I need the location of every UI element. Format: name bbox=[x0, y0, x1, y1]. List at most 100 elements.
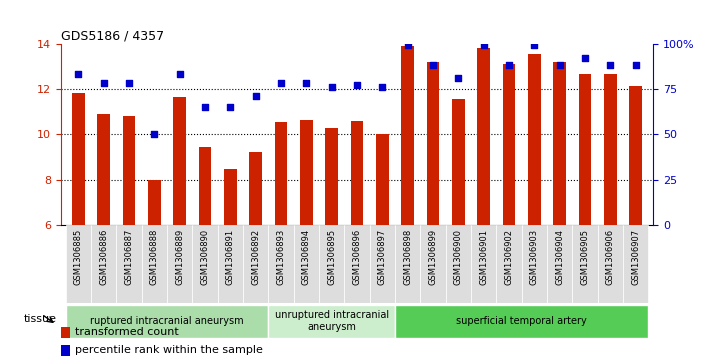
Text: GSM1306892: GSM1306892 bbox=[251, 229, 260, 285]
Text: GSM1306893: GSM1306893 bbox=[276, 229, 286, 285]
Point bbox=[528, 42, 540, 48]
Bar bbox=[395, 305, 648, 338]
Point bbox=[301, 81, 312, 86]
Bar bbox=[66, 305, 268, 338]
Text: superficial temporal artery: superficial temporal artery bbox=[456, 316, 587, 326]
Bar bbox=[293, 225, 319, 303]
Bar bbox=[452, 99, 465, 361]
Text: GSM1306901: GSM1306901 bbox=[479, 229, 488, 285]
Bar bbox=[629, 86, 642, 361]
Text: GSM1306895: GSM1306895 bbox=[327, 229, 336, 285]
Point bbox=[503, 62, 515, 68]
Text: GSM1306886: GSM1306886 bbox=[99, 229, 109, 285]
Bar bbox=[471, 225, 496, 303]
Bar bbox=[192, 225, 218, 303]
Text: GSM1306894: GSM1306894 bbox=[302, 229, 311, 285]
Bar bbox=[218, 225, 243, 303]
Bar bbox=[446, 225, 471, 303]
Text: GSM1306897: GSM1306897 bbox=[378, 229, 387, 285]
Text: GSM1306885: GSM1306885 bbox=[74, 229, 83, 285]
Text: GSM1306906: GSM1306906 bbox=[605, 229, 615, 285]
Bar bbox=[167, 225, 192, 303]
Point bbox=[351, 82, 363, 88]
Bar bbox=[427, 62, 439, 361]
Point bbox=[453, 75, 464, 81]
Bar bbox=[351, 121, 363, 361]
Bar bbox=[401, 46, 414, 361]
Bar bbox=[326, 127, 338, 361]
Text: GDS5186 / 4357: GDS5186 / 4357 bbox=[61, 29, 164, 42]
Bar bbox=[249, 152, 262, 361]
Bar bbox=[224, 170, 237, 361]
Point bbox=[478, 42, 489, 48]
Text: GSM1306907: GSM1306907 bbox=[631, 229, 640, 285]
Bar bbox=[174, 97, 186, 361]
Bar bbox=[477, 48, 490, 361]
Point bbox=[605, 62, 616, 68]
Point bbox=[579, 55, 590, 61]
Text: GSM1306903: GSM1306903 bbox=[530, 229, 539, 285]
Bar bbox=[91, 225, 116, 303]
Bar bbox=[623, 225, 648, 303]
Text: GSM1306889: GSM1306889 bbox=[175, 229, 184, 285]
Bar bbox=[572, 225, 598, 303]
Bar bbox=[496, 225, 522, 303]
Bar bbox=[553, 62, 566, 361]
Point bbox=[174, 72, 186, 77]
Point bbox=[98, 81, 109, 86]
Text: percentile rank within the sample: percentile rank within the sample bbox=[75, 345, 263, 355]
Point bbox=[199, 104, 211, 110]
Text: ruptured intracranial aneurysm: ruptured intracranial aneurysm bbox=[90, 316, 244, 326]
Bar bbox=[319, 225, 344, 303]
Text: GSM1306888: GSM1306888 bbox=[150, 229, 159, 285]
Bar bbox=[66, 225, 91, 303]
Bar bbox=[598, 225, 623, 303]
Text: tissue: tissue bbox=[24, 314, 57, 325]
Bar bbox=[116, 225, 142, 303]
Bar bbox=[61, 327, 70, 338]
Point bbox=[225, 104, 236, 110]
Text: GSM1306898: GSM1306898 bbox=[403, 229, 412, 285]
Bar bbox=[604, 74, 617, 361]
Point bbox=[376, 84, 388, 90]
Bar bbox=[376, 134, 388, 361]
Bar bbox=[522, 225, 547, 303]
Text: GSM1306890: GSM1306890 bbox=[201, 229, 209, 285]
Text: GSM1306887: GSM1306887 bbox=[124, 229, 134, 285]
Point bbox=[73, 72, 84, 77]
Bar bbox=[275, 122, 287, 361]
Point bbox=[124, 81, 135, 86]
Point bbox=[149, 131, 160, 137]
Bar bbox=[142, 225, 167, 303]
Bar bbox=[123, 116, 136, 361]
Bar bbox=[370, 225, 395, 303]
Bar bbox=[503, 64, 516, 361]
Point bbox=[250, 93, 261, 99]
Bar bbox=[300, 119, 313, 361]
Text: GSM1306899: GSM1306899 bbox=[428, 229, 438, 285]
Text: transformed count: transformed count bbox=[75, 327, 178, 337]
Text: GSM1306900: GSM1306900 bbox=[454, 229, 463, 285]
Bar bbox=[148, 180, 161, 361]
Point bbox=[554, 62, 565, 68]
Bar bbox=[243, 225, 268, 303]
Text: unruptured intracranial
aneurysm: unruptured intracranial aneurysm bbox=[275, 310, 388, 332]
Point bbox=[427, 62, 438, 68]
Bar bbox=[268, 305, 395, 338]
Text: GSM1306896: GSM1306896 bbox=[353, 229, 361, 285]
Point bbox=[276, 81, 287, 86]
Bar bbox=[344, 225, 370, 303]
Bar bbox=[61, 345, 70, 356]
Text: GSM1306905: GSM1306905 bbox=[580, 229, 590, 285]
Text: GSM1306891: GSM1306891 bbox=[226, 229, 235, 285]
Bar bbox=[528, 54, 540, 361]
Bar bbox=[198, 147, 211, 361]
Text: GSM1306904: GSM1306904 bbox=[555, 229, 564, 285]
Bar bbox=[268, 225, 293, 303]
Text: GSM1306902: GSM1306902 bbox=[505, 229, 513, 285]
Bar bbox=[578, 74, 591, 361]
Bar bbox=[547, 225, 572, 303]
Point bbox=[326, 84, 338, 90]
Point bbox=[402, 42, 413, 48]
Point bbox=[630, 62, 641, 68]
